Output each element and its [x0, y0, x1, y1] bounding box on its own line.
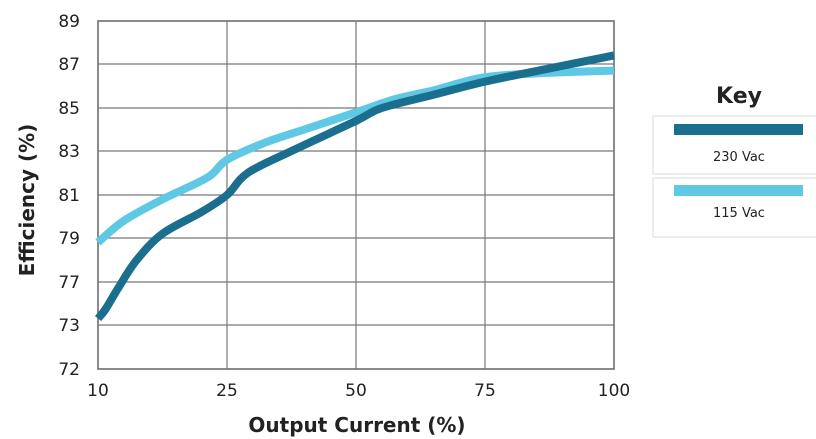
y-axis-ticks: 72 73 77 79 81 83 85 87 89: [58, 12, 80, 380]
x-tick-label: 50: [345, 381, 367, 401]
y-tick-label: 87: [58, 55, 80, 75]
legend-swatch-115vac: [674, 185, 803, 196]
y-tick-label: 81: [58, 186, 80, 206]
legend-label-115vac: 115 Vac: [713, 206, 765, 221]
x-axis-ticks: 10 25 50 75 100: [87, 381, 630, 401]
x-tick-label: 75: [474, 381, 496, 401]
y-tick-label: 73: [58, 316, 80, 336]
y-axis-label: Efficiency (%): [15, 124, 39, 277]
x-tick-label: 10: [87, 381, 109, 401]
x-axis-label: Output Current (%): [248, 413, 465, 437]
y-tick-label: 89: [58, 12, 80, 32]
series-line-230vac: [94, 51, 615, 322]
x-tick-label: 25: [216, 381, 238, 401]
legend: Key 230 Vac 115 Vac: [652, 84, 816, 238]
y-tick-label: 79: [58, 229, 80, 249]
y-tick-label: 72: [58, 360, 80, 380]
x-tick-label: 100: [598, 381, 630, 401]
chart-series: [94, 51, 615, 322]
chart-grid: [97, 20, 615, 370]
y-tick-label: 83: [58, 142, 80, 162]
y-tick-label: 85: [58, 99, 80, 119]
legend-title: Key: [716, 84, 762, 109]
legend-label-230vac: 230 Vac: [713, 150, 765, 165]
y-tick-label: 77: [58, 273, 80, 293]
legend-swatch-230vac: [674, 124, 803, 135]
